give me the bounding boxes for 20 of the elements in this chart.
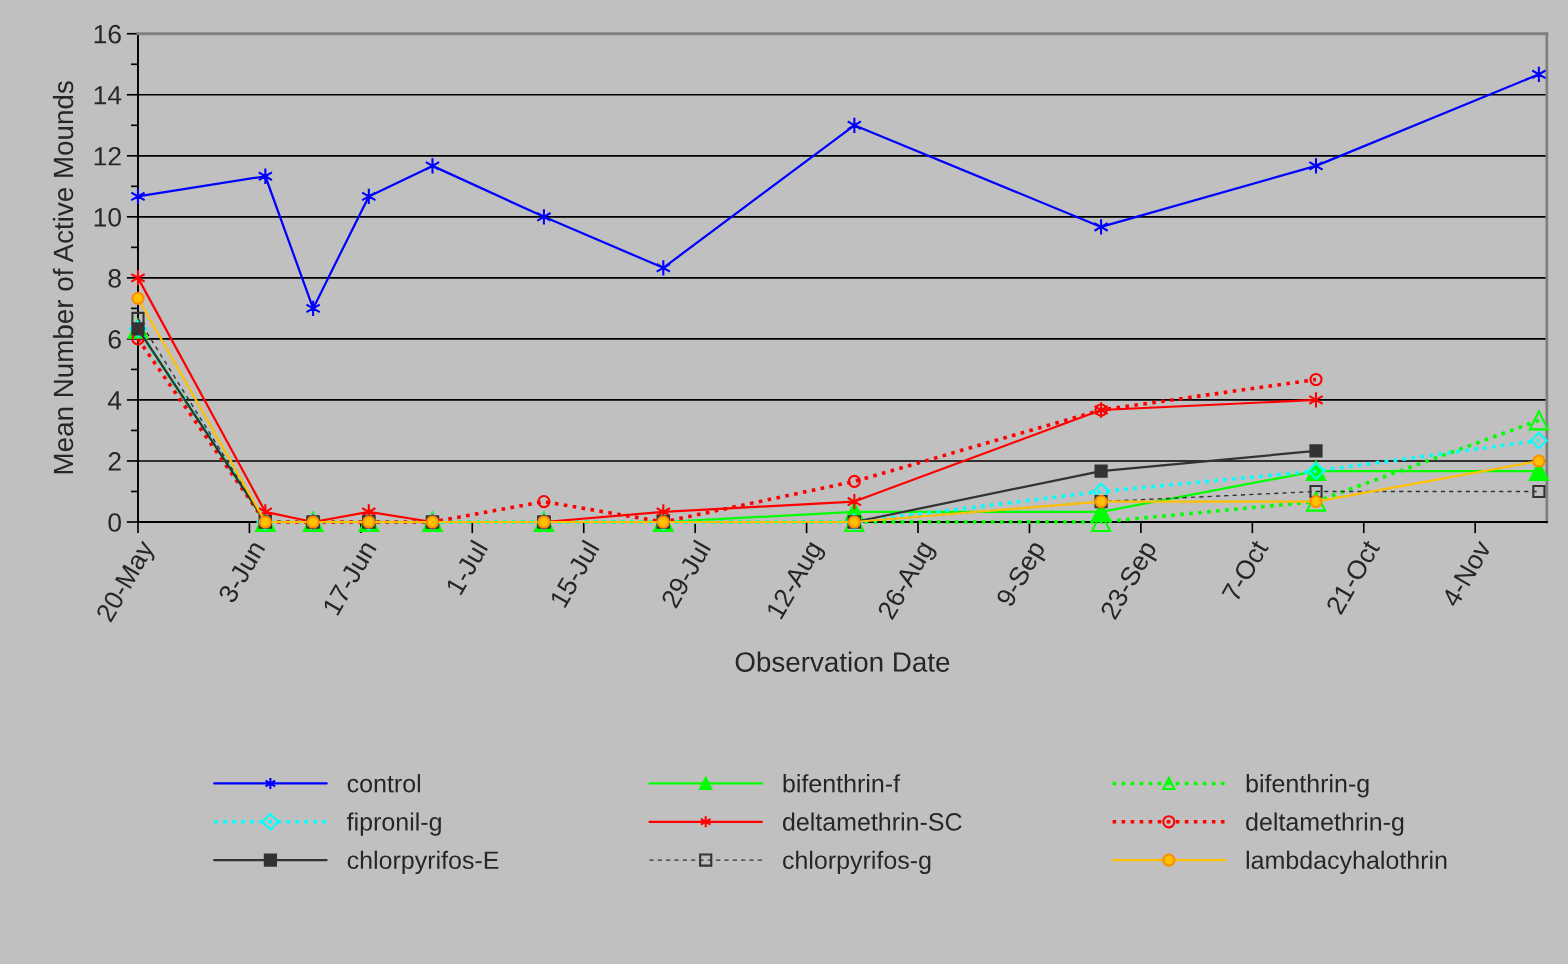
legend-label: control xyxy=(347,774,420,793)
y-axis-title: Mean Number of Active Mounds xyxy=(52,81,74,474)
y-tick-label: 6 xyxy=(108,330,121,349)
y-tick-label: 2 xyxy=(108,452,121,471)
legend-label: lambdacyhalothrin xyxy=(1246,850,1447,875)
y-tick-label: 12 xyxy=(94,146,121,166)
legend-label: bifenthrin-f xyxy=(783,774,901,793)
y-tick-label: 8 xyxy=(108,269,121,288)
x-axis-title: Observation Date xyxy=(735,651,950,672)
y-tick-label: 0 xyxy=(108,513,121,532)
legend-label: deltamethrin-SC xyxy=(783,812,962,831)
legend-label: deltamethrin-g xyxy=(1246,812,1404,836)
y-tick-label: 10 xyxy=(94,207,121,227)
legend-label: bifenthrin-g xyxy=(1246,774,1369,798)
y-tick-label: 4 xyxy=(107,391,122,410)
legend-label: chlorpyrifos-g xyxy=(783,850,931,875)
y-tick-label: 16 xyxy=(94,24,121,44)
legend-label: fipronil-g xyxy=(346,812,441,836)
y-tick-label: 14 xyxy=(94,86,122,105)
legend-label: chlorpyrifos-E xyxy=(347,850,499,875)
